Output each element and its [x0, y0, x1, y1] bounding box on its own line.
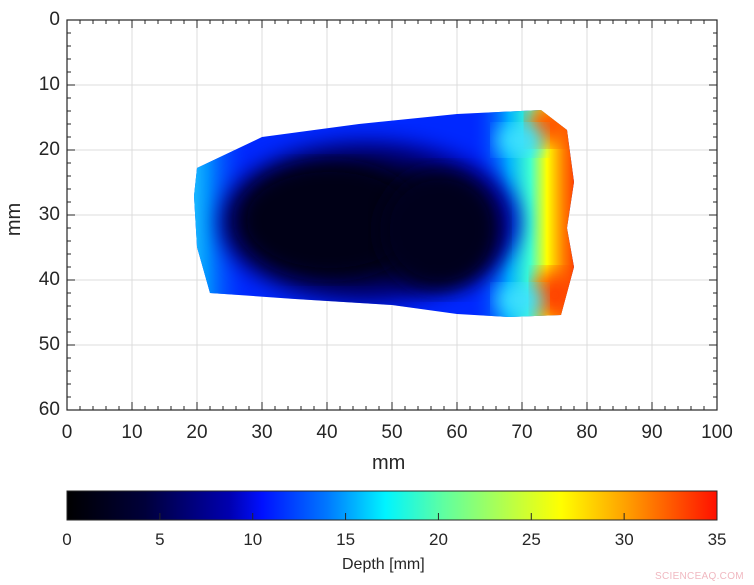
colorbar-tick-label: 5 — [155, 530, 165, 549]
y-tick-label: 20 — [38, 139, 60, 160]
depth-region — [194, 110, 574, 317]
colorbar-tick-label: 15 — [336, 530, 356, 549]
colorbar-tick-label: 10 — [243, 530, 263, 549]
y-tick-label: 30 — [38, 204, 60, 225]
x-tick-label: 40 — [316, 422, 338, 443]
colorbar-tick-label: 20 — [429, 530, 448, 549]
y-axis-ticks — [67, 19, 717, 411]
colorbar-tick-label: 0 — [62, 530, 72, 549]
colorbar — [66, 490, 718, 521]
y-tick-label: 40 — [38, 269, 60, 290]
colorbar-label: Depth [mm] — [342, 556, 425, 573]
x-axis-label: mm — [372, 452, 406, 474]
y-tick-label: 50 — [38, 334, 60, 355]
x-axis-ticks — [66, 20, 718, 410]
colorbar-ticks — [159, 513, 625, 520]
x-tick-label: 20 — [186, 422, 208, 443]
x-tick-label: 60 — [446, 422, 468, 443]
y-tick-label: 60 — [38, 399, 60, 420]
x-tick-label: 0 — [61, 422, 73, 443]
x-tick-label: 50 — [381, 422, 403, 443]
x-tick-label: 90 — [641, 422, 663, 443]
watermark: SCIENCEAQ.COM — [655, 571, 744, 582]
colorbar-tick-label: 30 — [614, 530, 634, 549]
y-axis-label: mm — [3, 202, 26, 237]
colorbar-tick-label: 35 — [707, 530, 727, 549]
x-tick-label: 10 — [121, 422, 143, 443]
x-tick-label: 80 — [576, 422, 598, 443]
x-tick-label: 30 — [251, 422, 273, 443]
y-tick-label: 10 — [38, 74, 60, 95]
y-tick-label: 0 — [49, 9, 60, 30]
x-tick-label: 70 — [511, 422, 533, 443]
x-tick-label: 100 — [701, 422, 733, 443]
colorbar-tick-label: 25 — [521, 530, 541, 549]
